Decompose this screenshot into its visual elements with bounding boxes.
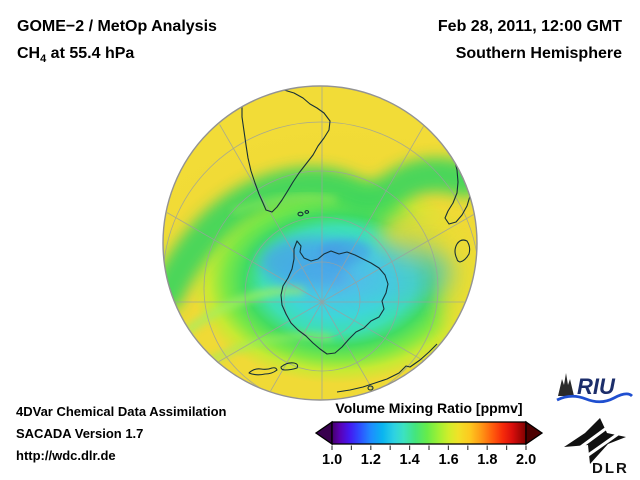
- hemisphere-label: Southern Hemisphere: [455, 45, 622, 62]
- field-streak-3: [230, 194, 337, 216]
- coastline-tasmania: [367, 385, 374, 391]
- colorbar: [315, 420, 543, 450]
- credit-line-version: SACADA Version 1.7: [16, 426, 144, 441]
- globe-limb: [162, 85, 478, 401]
- graticule-parallel: [244, 216, 400, 372]
- graticule-parallel: [283, 261, 361, 339]
- rhine-wave-icon: [556, 392, 633, 404]
- tick-label: 1.0: [322, 452, 343, 468]
- cologne-cathedral-icon: [558, 373, 574, 396]
- credit-line-url: http://wdc.dlr.de: [16, 448, 116, 463]
- colorbar-overflow-arrow: [525, 420, 543, 446]
- colorbar-title: Volume Mixing Ratio [ppmv]: [335, 400, 523, 416]
- coastline-madagascar: [454, 239, 471, 263]
- tick-label: 1.4: [399, 452, 420, 468]
- coastline-falkland-islands: [297, 210, 310, 217]
- field-yellow-right-limb: [439, 230, 477, 340]
- graticule-parallel: [163, 121, 477, 400]
- formula-rest: at 55.4 hPa: [46, 45, 135, 62]
- coastline-australia: [336, 343, 438, 393]
- colorbar-block: Volume Mixing Ratio [ppmv]: [315, 400, 543, 470]
- credits-block: 4DVar Chemical Data Assimilation SACADA …: [16, 401, 227, 467]
- plot-title: GOME−2 / MetOp Analysis: [17, 18, 217, 35]
- field-green-band: [163, 157, 477, 312]
- formula-subscript: 4: [40, 53, 47, 66]
- tick-label: 2.0: [516, 452, 537, 468]
- datetime-block: Feb 28, 2011, 12:00 GMT Southern Hemisph…: [438, 13, 622, 67]
- colorbar-ticks: [331, 445, 527, 450]
- credit-line-assimilation: 4DVar Chemical Data Assimilation: [16, 404, 227, 419]
- coastline-new-zealand: [248, 362, 299, 376]
- dlr-logo-text: DLR: [592, 460, 629, 476]
- colorbar-gradient-bar: [331, 421, 527, 445]
- coastline-south-america: [241, 88, 331, 213]
- field-streak-1: [183, 285, 305, 336]
- tick-label: 1.6: [438, 452, 459, 468]
- riu-logo-text: RIU: [577, 374, 616, 399]
- datetime-label: Feb 28, 2011, 12:00 GMT: [437, 18, 622, 35]
- tick-label: 1.8: [477, 452, 498, 468]
- colorbar-underflow-arrow: [315, 420, 333, 446]
- plot-title-block: GOME−2 / MetOp Analysis CH4 at 55.4 hPa: [17, 13, 217, 73]
- dlr-star-icon: [564, 418, 626, 464]
- dlr-logo: DLR: [564, 418, 629, 476]
- field-blue-patch-3: [350, 242, 454, 302]
- colorbar-tick-labels: 1.0 1.2 1.4 1.6 1.8 2.0: [315, 452, 543, 470]
- tick-label: 1.2: [360, 452, 381, 468]
- graticule-parallel: [203, 170, 439, 400]
- field-streak-2: [206, 332, 333, 366]
- plot-subtitle: CH4 at 55.4 hPa: [17, 40, 217, 73]
- coastline-antarctica: [280, 240, 389, 355]
- ch4-field: [163, 86, 477, 400]
- riu-logo: RIU: [556, 373, 633, 404]
- formula-prefix: CH: [17, 45, 41, 62]
